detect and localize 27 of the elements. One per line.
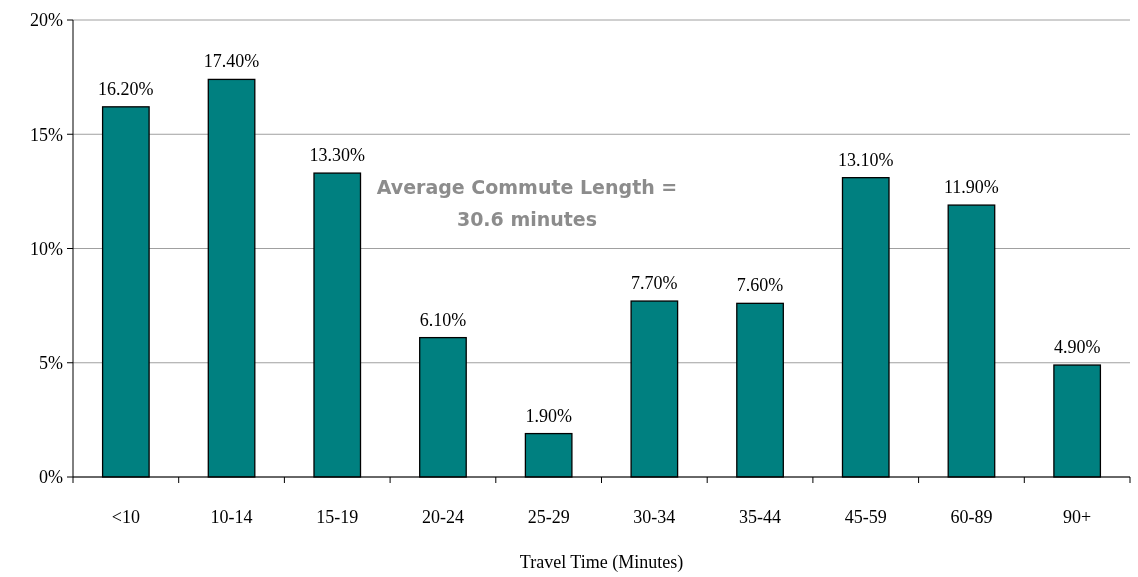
data-label: 1.90% — [525, 405, 572, 426]
x-tick-label: 20-24 — [421, 507, 464, 527]
x-tick-label: 25-29 — [527, 507, 570, 527]
x-tick-label: 30-34 — [633, 507, 676, 527]
x-tick-label: 35-44 — [739, 507, 782, 527]
y-tick-label: 10% — [30, 238, 63, 259]
data-label: 11.90% — [944, 177, 999, 198]
x-tick-label: 90+ — [1063, 507, 1092, 527]
data-label: 13.30% — [309, 145, 365, 166]
x-tick-label: 60-89 — [950, 507, 993, 527]
data-label: 17.40% — [203, 51, 260, 72]
data-label: 7.60% — [736, 275, 784, 296]
y-tick-label: 20% — [30, 10, 63, 31]
data-label: 13.10% — [838, 149, 894, 170]
y-tick-label: 5% — [39, 353, 63, 374]
data-label: 6.10% — [419, 309, 467, 330]
data-label: 7.70% — [631, 273, 678, 294]
x-tick-label: 10-14 — [210, 507, 253, 527]
y-tick-label: 15% — [30, 124, 63, 145]
y-tick-label: 0% — [39, 467, 63, 488]
x-tick-label: <10 — [111, 507, 140, 527]
x-tick-label: 15-19 — [316, 507, 359, 527]
data-label: 16.20% — [98, 78, 154, 99]
data-label: 4.90% — [1053, 337, 1101, 358]
annotation: Average Commute Length = 30.6 minutes — [376, 176, 678, 230]
x-tick-label: 45-59 — [844, 507, 887, 527]
x-axis-title: Travel Time (Minutes) — [519, 552, 684, 573]
